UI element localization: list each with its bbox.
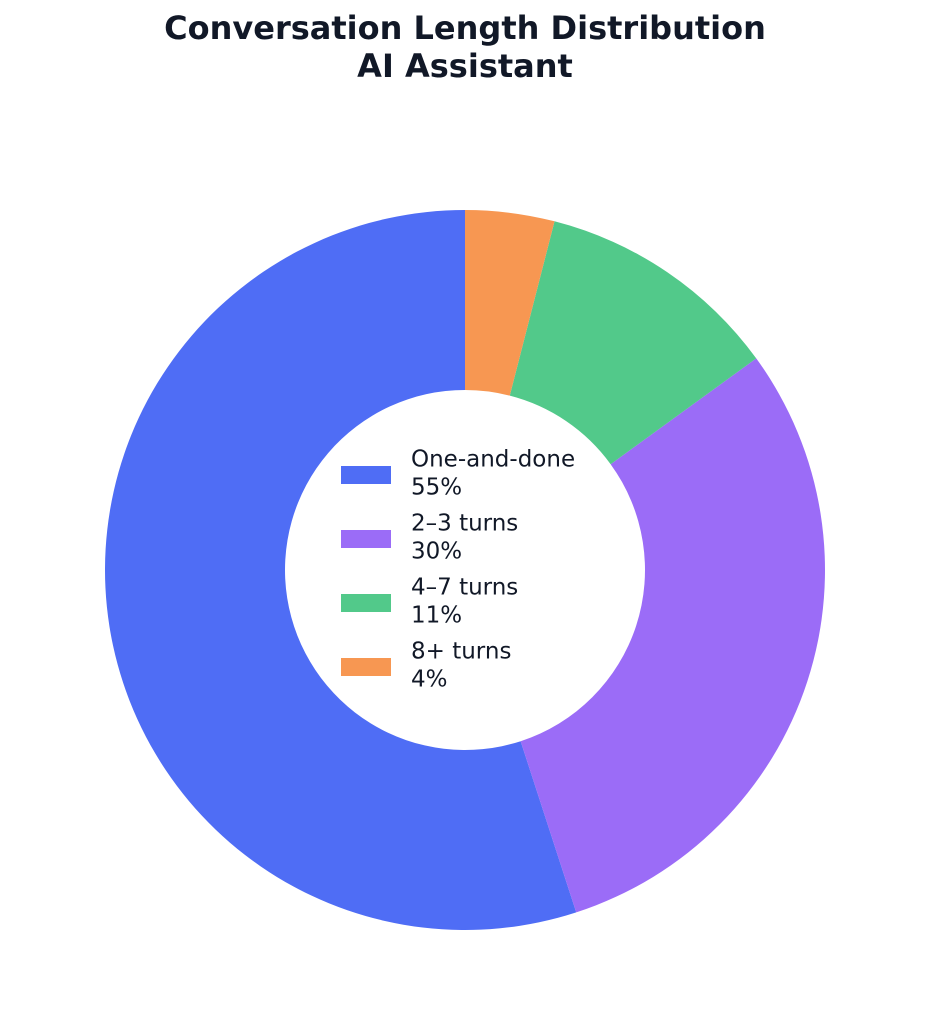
legend-label: 2–3 turns: [411, 511, 518, 537]
legend-label: 4–7 turns: [411, 575, 518, 601]
legend-value: 55%: [411, 475, 462, 501]
legend-value: 30%: [411, 539, 462, 565]
donut-slice: [509, 221, 757, 465]
legend-label: One-and-done: [411, 447, 575, 473]
legend-value: 11%: [411, 603, 462, 629]
legend-swatch: [341, 466, 391, 484]
chart-subtitle: AI Assistant: [357, 47, 573, 85]
donut-slice: [520, 358, 825, 913]
legend-label: 8+ turns: [411, 639, 511, 665]
donut-slice: [465, 210, 555, 396]
donut-slice: [105, 210, 577, 931]
chart-title: Conversation Length Distribution: [164, 9, 766, 47]
legend-value: 4%: [411, 667, 448, 693]
legend-swatch: [341, 594, 391, 612]
legend-swatch: [341, 658, 391, 676]
legend-swatch: [341, 530, 391, 548]
